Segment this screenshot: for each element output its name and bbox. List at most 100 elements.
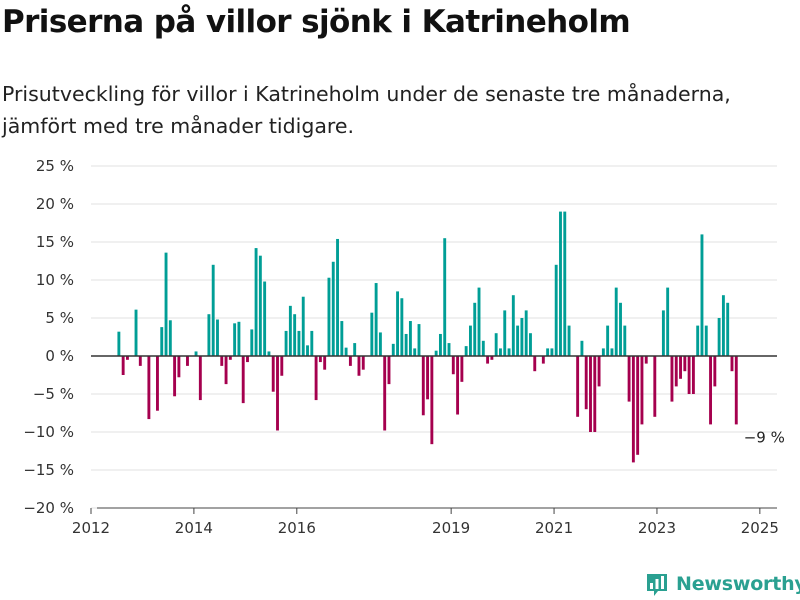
gridlines bbox=[91, 165, 777, 509]
bar bbox=[443, 238, 447, 356]
bar bbox=[696, 325, 700, 356]
bar bbox=[614, 287, 618, 356]
bar bbox=[117, 331, 121, 356]
bar bbox=[357, 356, 361, 376]
bar bbox=[173, 356, 177, 397]
bar bbox=[516, 325, 520, 356]
bar bbox=[280, 356, 284, 376]
bar bbox=[704, 325, 708, 356]
bar bbox=[490, 356, 494, 360]
bar bbox=[224, 356, 228, 385]
y-tick-label: 5 % bbox=[45, 309, 74, 327]
bar bbox=[473, 302, 477, 356]
bar bbox=[288, 305, 292, 356]
bar bbox=[284, 330, 288, 356]
y-tick-label: −20 % bbox=[23, 499, 74, 517]
chart-subtitle: Prisutveckling för villor i Katrineholm … bbox=[2, 82, 731, 138]
bar bbox=[258, 255, 262, 356]
y-tick-label: −10 % bbox=[23, 423, 74, 441]
bar bbox=[241, 356, 245, 404]
bar bbox=[177, 356, 181, 378]
bar bbox=[421, 356, 425, 416]
bar bbox=[417, 324, 421, 356]
bar bbox=[567, 325, 571, 356]
bar bbox=[413, 348, 417, 356]
bar bbox=[730, 356, 734, 372]
brand-name: Newsworthy bbox=[676, 573, 800, 595]
bar bbox=[331, 261, 335, 356]
bar bbox=[653, 356, 657, 417]
bar bbox=[627, 356, 631, 402]
bar bbox=[606, 325, 610, 356]
x-tick-label: 2023 bbox=[638, 519, 676, 537]
bar bbox=[250, 329, 254, 356]
bar bbox=[563, 211, 567, 356]
bar bbox=[546, 348, 550, 356]
bar bbox=[344, 347, 348, 356]
bar bbox=[186, 356, 189, 366]
bar bbox=[709, 356, 712, 425]
bar bbox=[511, 295, 515, 356]
bar bbox=[559, 211, 562, 356]
x-tick-label: 2016 bbox=[278, 519, 316, 537]
bar bbox=[507, 348, 511, 356]
bar bbox=[378, 332, 382, 356]
bar bbox=[408, 321, 412, 356]
bar bbox=[327, 277, 331, 356]
bar bbox=[477, 287, 481, 356]
bar bbox=[211, 264, 215, 356]
bar bbox=[391, 343, 395, 356]
bar bbox=[276, 356, 279, 431]
bar bbox=[400, 298, 404, 356]
bar-chart-logo-icon bbox=[647, 574, 667, 596]
bar bbox=[361, 356, 365, 370]
bar bbox=[464, 346, 468, 356]
bar bbox=[631, 356, 635, 463]
bar bbox=[121, 356, 125, 375]
bar bbox=[481, 340, 485, 356]
bar bbox=[336, 238, 339, 356]
bar bbox=[550, 348, 554, 356]
bar bbox=[499, 348, 502, 356]
bar bbox=[486, 356, 490, 364]
bar bbox=[263, 281, 267, 356]
brand-logo: Newsworthy bbox=[645, 568, 800, 600]
bar bbox=[370, 312, 374, 356]
bar bbox=[383, 356, 387, 431]
bar bbox=[726, 302, 730, 356]
bar bbox=[438, 333, 442, 356]
bar bbox=[216, 319, 219, 356]
y-tick-label: 0 % bbox=[45, 347, 74, 365]
bar bbox=[713, 356, 717, 387]
bar bbox=[700, 234, 704, 356]
bar bbox=[228, 356, 232, 360]
y-tick-label: −5 % bbox=[33, 385, 74, 403]
bar bbox=[147, 356, 151, 420]
latest-value-annotation: −9 % bbox=[744, 428, 785, 446]
bar bbox=[640, 356, 644, 425]
x-tick-label: 2014 bbox=[175, 519, 213, 537]
y-tick-label: 10 % bbox=[36, 271, 74, 289]
bar bbox=[717, 318, 721, 356]
chart-title: Priserna på villor sjönk i Katrineholm bbox=[2, 4, 631, 40]
bar bbox=[207, 314, 211, 356]
bar bbox=[533, 356, 537, 372]
bar bbox=[494, 333, 498, 356]
bar bbox=[233, 323, 237, 356]
axes bbox=[91, 355, 777, 509]
bar bbox=[237, 321, 241, 356]
bar bbox=[126, 356, 129, 360]
bar bbox=[524, 310, 528, 356]
bar bbox=[469, 325, 472, 356]
bar bbox=[297, 330, 301, 356]
bar bbox=[674, 356, 678, 387]
bar bbox=[734, 356, 738, 425]
bar bbox=[267, 351, 271, 356]
bar bbox=[679, 356, 682, 379]
bar bbox=[636, 356, 640, 455]
bar bbox=[687, 356, 691, 394]
bar bbox=[404, 333, 408, 356]
bar bbox=[301, 296, 305, 356]
bar bbox=[447, 343, 451, 356]
